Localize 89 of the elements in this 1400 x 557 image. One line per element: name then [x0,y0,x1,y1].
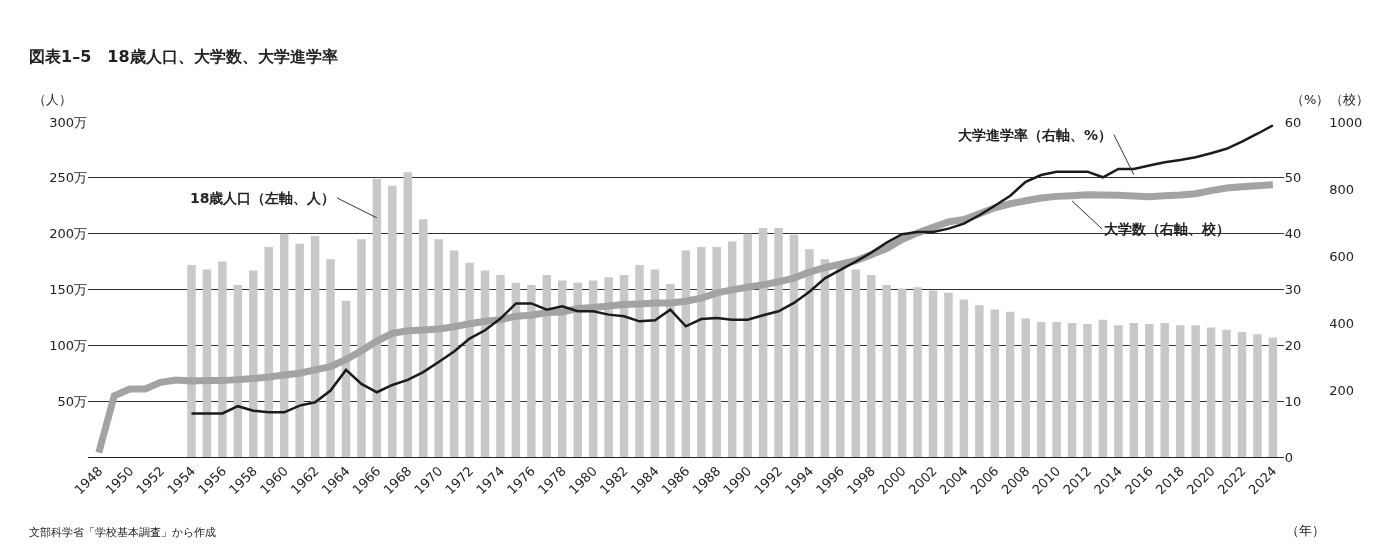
y-tick-label: 150万 [49,282,87,298]
bar [882,285,891,457]
bar [527,285,536,457]
bar [388,185,397,457]
bar [743,233,752,457]
text: 18歳人口（左軸、人） [190,190,336,206]
y2-tick-label: 40 [1284,226,1302,242]
y3-tick-label: 400 [1329,315,1355,331]
bar [1222,329,1231,457]
bar [449,250,459,457]
bar [403,172,413,457]
y2-tick-label: 10 [1284,393,1302,409]
bar [712,247,721,457]
bar [1175,325,1185,457]
bar [789,234,799,457]
bar [1006,311,1015,457]
bar [758,228,768,457]
bar [357,239,366,457]
bar [1206,327,1216,457]
bar [465,262,474,457]
bar [928,290,938,457]
bar [573,282,582,457]
bar [295,243,304,457]
line-series [190,124,1275,415]
bar [1021,318,1030,457]
bar [866,274,876,457]
y2-tick-label: 60 [1284,114,1302,130]
y-axis-title: （人） [33,92,72,107]
bar [1067,323,1077,457]
bar [604,277,613,457]
y-tick-label: 50万 [57,393,87,409]
bar [975,305,984,457]
bar [1052,321,1061,457]
y3-tick-label: 600 [1329,248,1355,264]
bar [913,287,922,457]
bar [1191,325,1200,457]
series-label: 大学数（右軸、校） [1104,221,1230,237]
bar [774,228,783,457]
bar [681,250,691,457]
bar [542,274,552,457]
bar [418,219,428,457]
bar [1083,324,1092,457]
bar [1098,319,1108,457]
bar [990,309,1000,457]
bar [372,178,382,457]
y2-tick-label: 20 [1284,337,1302,353]
bar [1114,325,1123,457]
bar [1160,323,1169,457]
y-tick-label: 100万 [49,337,87,353]
bar [1268,337,1278,457]
bar [264,247,273,457]
bar [1129,323,1139,457]
y3-tick-label: 800 [1329,181,1355,197]
y3-axis-title: （校） [1330,92,1369,107]
series-label: 大学進学率（右軸、%） [958,127,1113,143]
bar [218,261,227,457]
y3-tick-label: 1000 [1329,114,1363,130]
bar [697,247,706,457]
bar [1237,331,1247,457]
bar [187,264,196,457]
bar [805,249,814,457]
y-tick-label: 200万 [49,226,87,242]
bar [727,241,737,457]
bar [434,239,443,457]
bar [310,235,320,457]
bar [1145,324,1154,457]
y-tick-label: 300万 [49,114,87,130]
bar [635,264,644,457]
bar [666,283,675,457]
y2-tick-label: 50 [1284,170,1302,186]
y3-tick-label: 200 [1329,382,1355,398]
bar [279,233,289,457]
bar [249,270,258,457]
bar [959,299,969,457]
y-tick-label: 250万 [49,170,87,186]
bar [558,280,567,457]
bar [1253,334,1262,457]
text: 文部科学省「学校基本調査」から作成 [29,526,216,539]
bar [897,288,907,457]
x-axis-title: （年） [1286,523,1325,538]
bar [851,269,861,457]
bar [944,292,953,457]
y2-axis-title: （%） [1291,92,1330,107]
bar [496,274,505,457]
y2-tick-label: 0 [1284,449,1293,465]
y2-tick-label: 30 [1284,282,1302,298]
bar [326,259,335,457]
chart-title: 図表1–5 18歳人口、大学数、大学進学率 [29,47,338,66]
bar [1036,321,1046,457]
